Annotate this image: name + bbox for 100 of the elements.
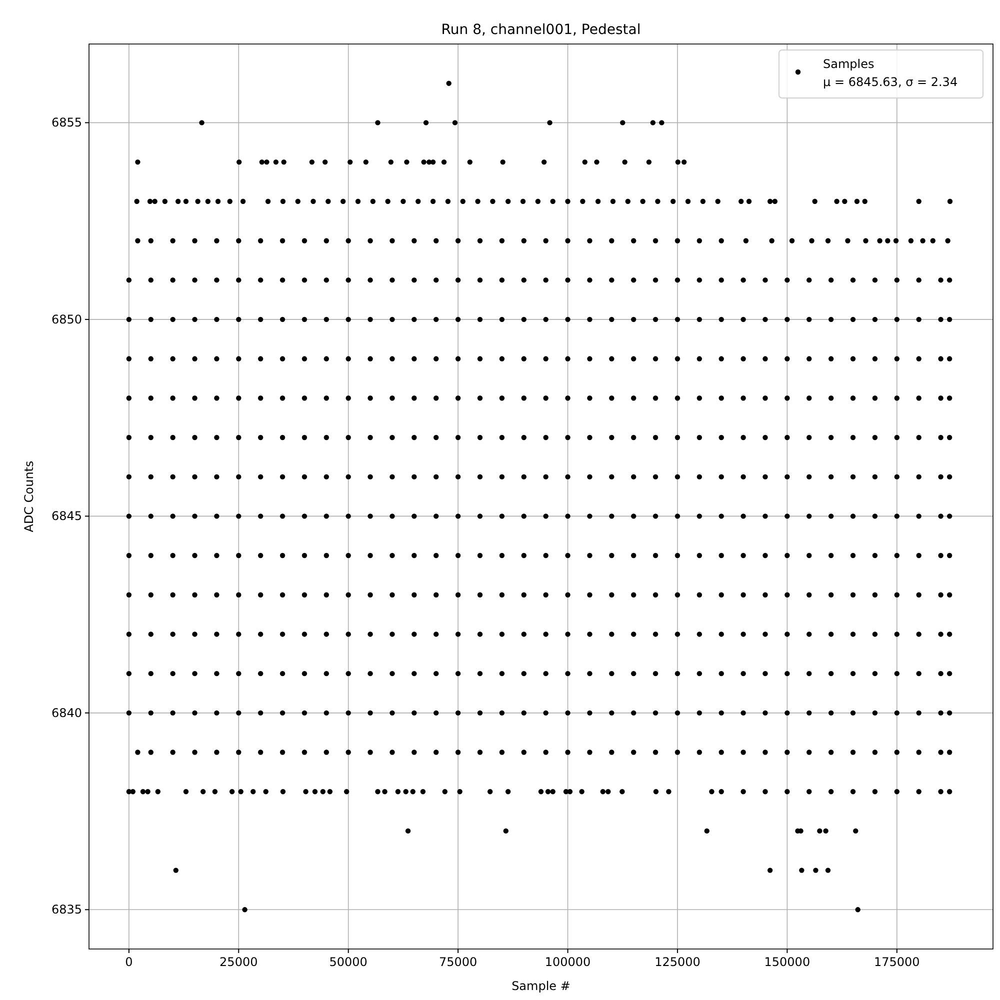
point — [455, 396, 461, 401]
point — [346, 514, 351, 519]
point — [630, 474, 636, 480]
point — [850, 396, 856, 401]
point — [850, 316, 856, 322]
x-axis-title: Sample # — [512, 979, 570, 993]
point — [587, 592, 592, 598]
point — [126, 592, 132, 598]
point — [806, 434, 812, 440]
point — [280, 789, 286, 794]
point — [877, 238, 882, 244]
point — [368, 552, 373, 558]
point — [280, 277, 286, 283]
point — [718, 789, 724, 794]
point — [340, 198, 346, 204]
point — [652, 238, 658, 244]
point — [324, 552, 330, 558]
x-tick-label: 25000 — [220, 955, 258, 969]
point — [850, 277, 856, 283]
point — [850, 552, 856, 558]
point — [302, 238, 308, 244]
point — [828, 750, 834, 755]
point — [806, 552, 812, 558]
point — [609, 396, 614, 401]
point — [192, 632, 198, 637]
point — [916, 789, 922, 794]
point — [521, 750, 526, 755]
point — [434, 710, 439, 716]
point — [390, 552, 395, 558]
point — [945, 238, 950, 244]
point — [609, 710, 614, 716]
point — [148, 474, 154, 480]
point — [674, 514, 680, 519]
point — [148, 592, 154, 598]
point — [762, 592, 768, 598]
point — [258, 750, 264, 755]
point — [302, 474, 308, 480]
point — [609, 592, 614, 598]
point — [587, 552, 592, 558]
point — [477, 316, 483, 322]
point — [162, 198, 168, 204]
point — [872, 670, 878, 676]
point — [630, 514, 636, 519]
point — [674, 316, 680, 322]
point — [762, 356, 768, 362]
point — [324, 670, 330, 676]
point — [280, 632, 286, 637]
point — [346, 632, 351, 637]
point — [862, 198, 868, 204]
point — [324, 632, 330, 637]
point — [587, 632, 592, 637]
point — [214, 710, 220, 716]
point — [784, 514, 790, 519]
point — [738, 198, 744, 204]
point — [789, 238, 795, 244]
point — [295, 198, 300, 204]
point — [806, 277, 812, 283]
point — [938, 396, 944, 401]
point — [916, 592, 922, 598]
x-tick-label: 50000 — [329, 955, 368, 969]
point — [390, 592, 395, 598]
point — [452, 120, 458, 126]
point — [762, 514, 768, 519]
point — [579, 789, 584, 794]
point — [565, 396, 570, 401]
point — [696, 750, 702, 755]
point — [499, 396, 505, 401]
point — [550, 198, 556, 204]
point — [390, 356, 395, 362]
point — [200, 789, 206, 794]
point — [806, 474, 812, 480]
point — [696, 277, 702, 283]
point — [148, 750, 154, 755]
point — [630, 277, 636, 283]
point — [620, 120, 626, 126]
point — [236, 474, 242, 480]
point — [521, 316, 526, 322]
point — [762, 316, 768, 322]
point — [565, 434, 570, 440]
point — [587, 750, 592, 755]
point — [715, 198, 720, 204]
point — [390, 277, 395, 283]
point — [446, 80, 452, 86]
x-tick-label: 150000 — [764, 955, 810, 969]
point — [885, 238, 890, 244]
point — [346, 356, 351, 362]
point — [148, 277, 154, 283]
point — [543, 474, 548, 480]
point — [740, 750, 746, 755]
point — [126, 316, 132, 322]
point — [214, 552, 220, 558]
point — [762, 277, 768, 283]
point — [126, 474, 132, 480]
point — [404, 159, 410, 165]
point — [390, 316, 395, 322]
point — [946, 514, 952, 519]
point — [938, 434, 944, 440]
point — [916, 198, 922, 204]
point — [412, 552, 417, 558]
point — [390, 396, 395, 401]
